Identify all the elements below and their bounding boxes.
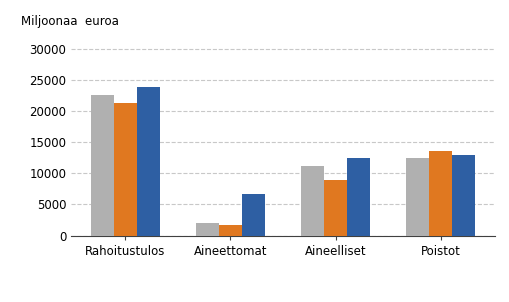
Legend: 2012, 2013, 2014: 2012, 2013, 2014	[191, 297, 374, 302]
Bar	[114, 103, 136, 236]
Bar	[218, 225, 242, 236]
Bar	[405, 158, 429, 236]
Bar	[195, 223, 218, 236]
Text: Miljoonaa  euroa: Miljoonaa euroa	[20, 15, 118, 28]
Bar	[242, 194, 265, 236]
Bar	[300, 166, 323, 236]
Bar	[451, 155, 474, 236]
Bar	[91, 95, 114, 236]
Bar	[347, 158, 370, 236]
Bar	[136, 87, 160, 236]
Bar	[429, 152, 451, 236]
Bar	[323, 179, 347, 236]
